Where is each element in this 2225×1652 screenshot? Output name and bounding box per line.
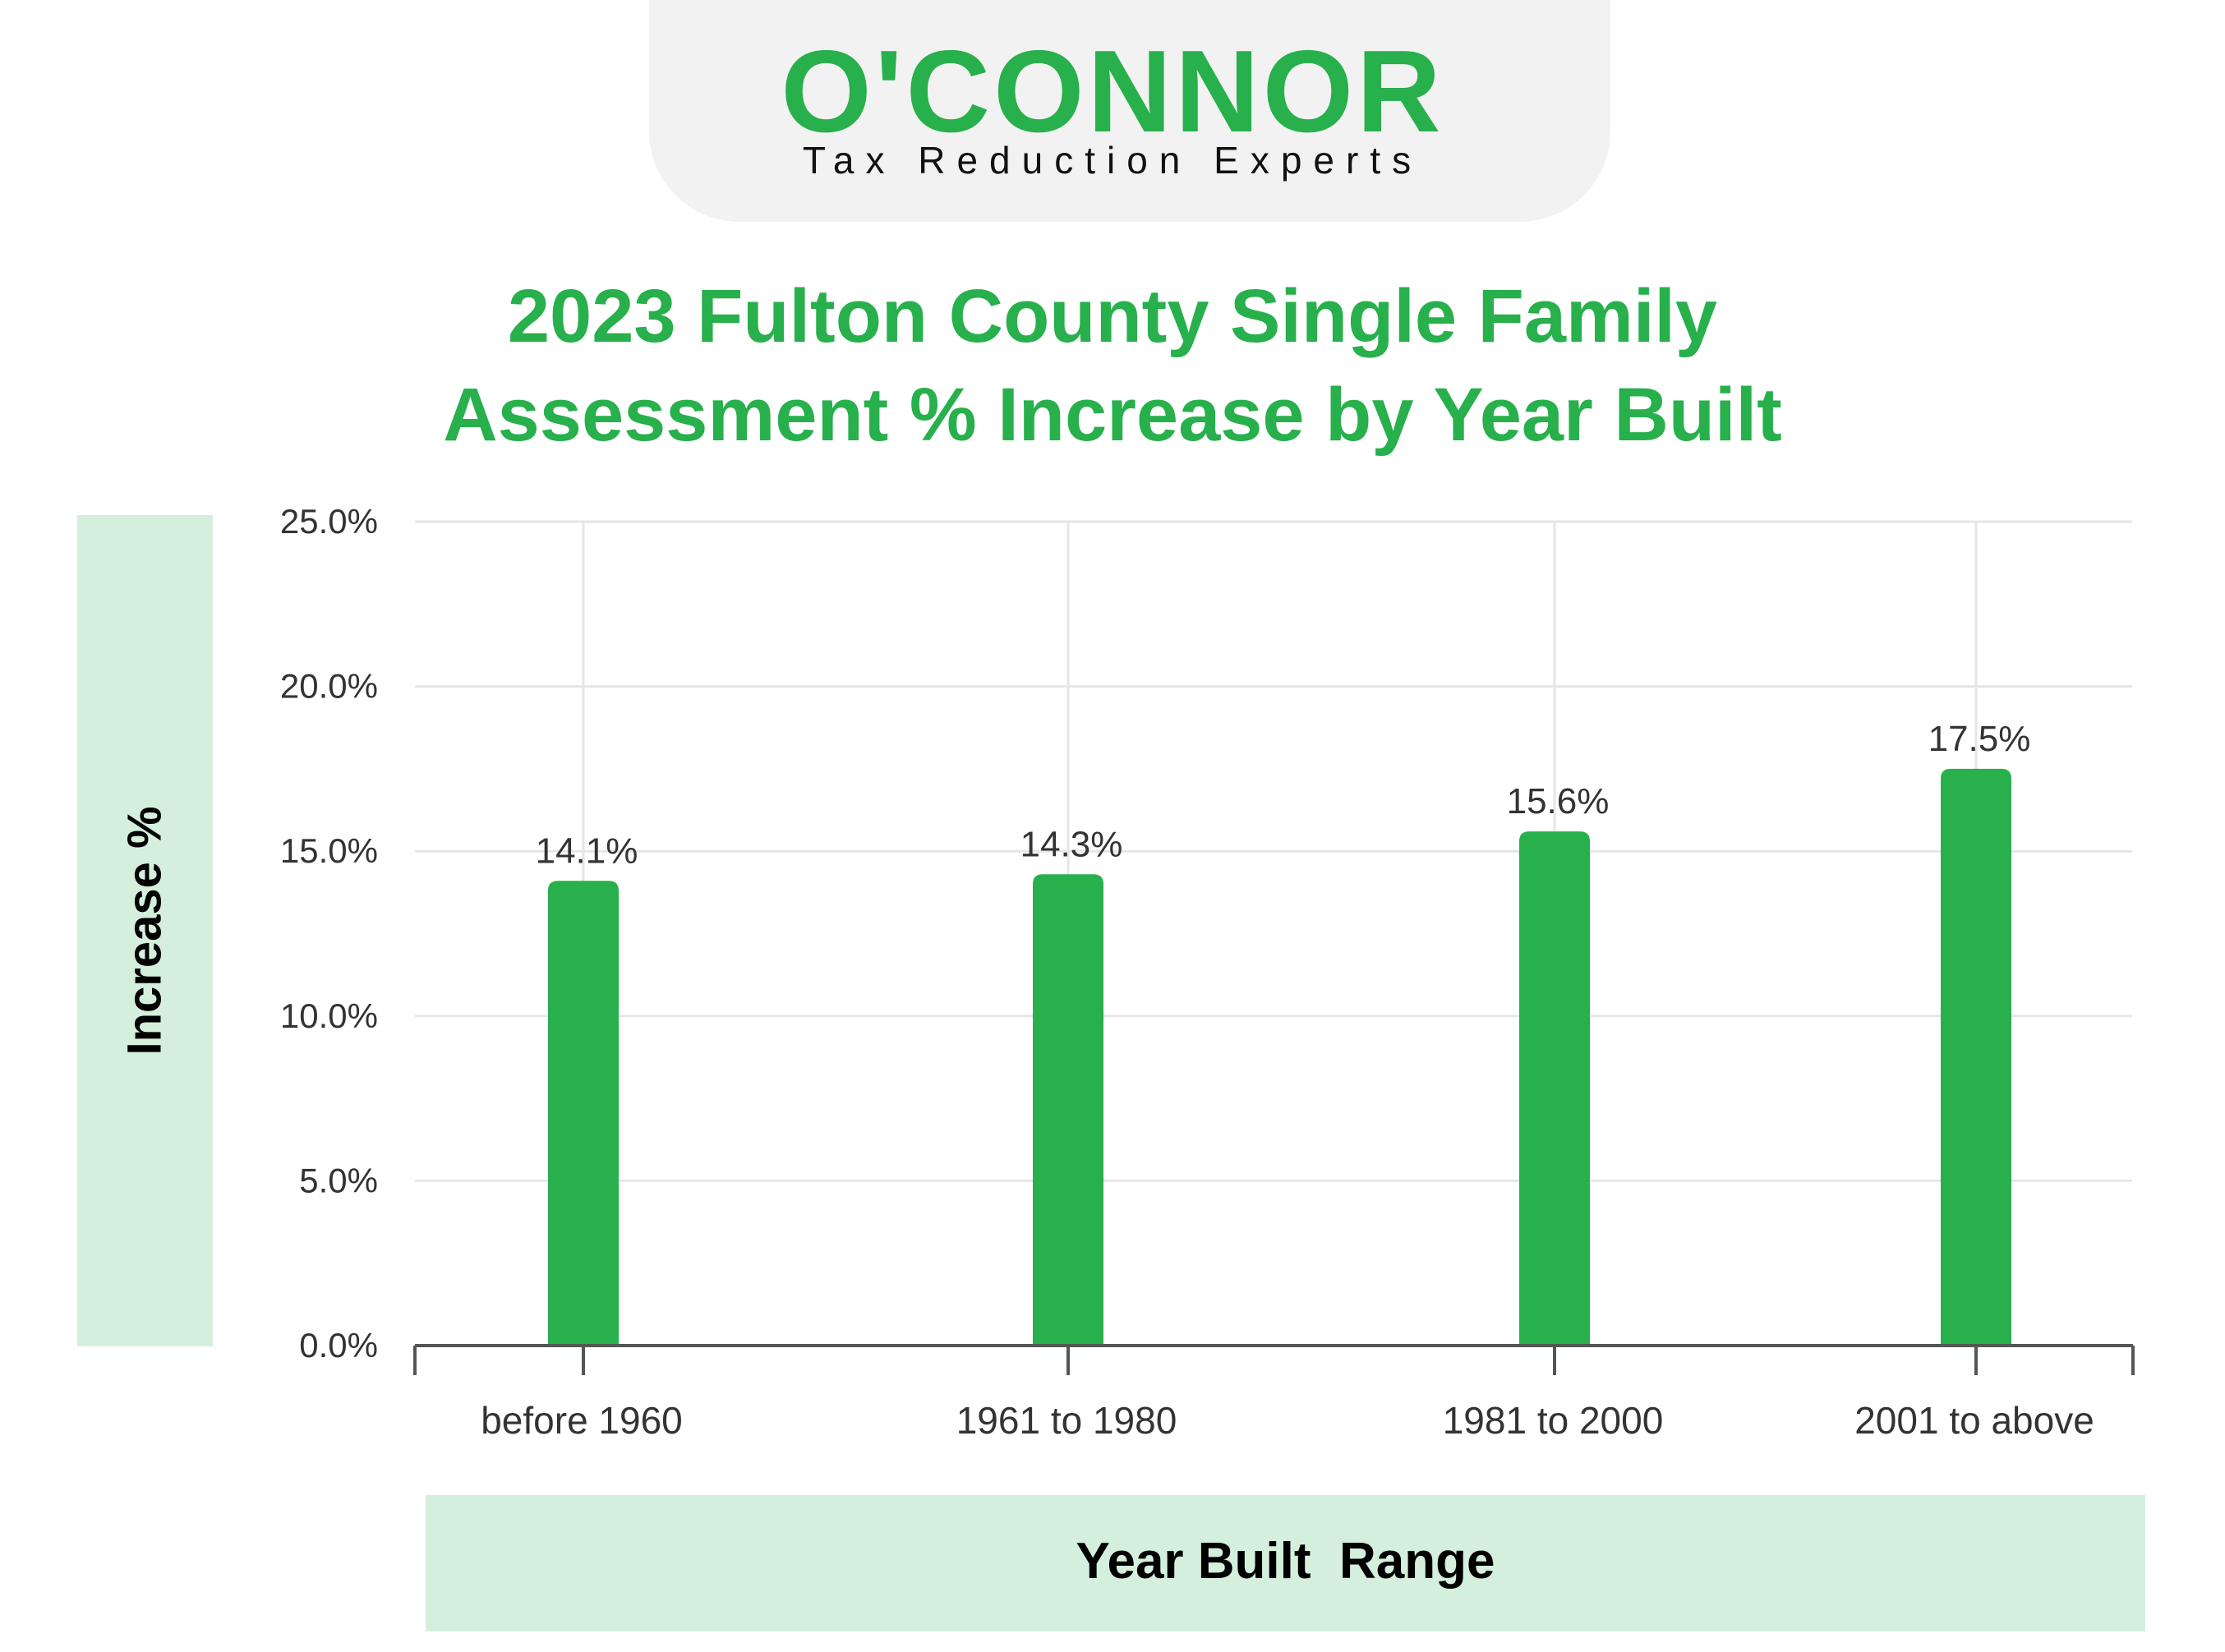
logo-background	[649, 0, 1610, 222]
x-axis-label-band	[426, 1495, 2145, 1631]
x-tick-label: 1961 to 1980	[956, 1399, 1177, 1442]
x-tick-label: 1981 to 2000	[1443, 1399, 1664, 1442]
y-axis-label-band	[77, 515, 213, 1346]
y-tick-label: 0.0%	[299, 1326, 378, 1364]
brand-tagline: Tax Reduction Experts	[802, 139, 1423, 182]
bar	[1941, 768, 2011, 1346]
bar	[548, 881, 619, 1346]
bar-value-label: 15.6%	[1507, 781, 1610, 821]
bar-value-label: 17.5%	[1928, 719, 2031, 759]
bar-value-label: 14.3%	[1020, 824, 1123, 864]
y-tick-label: 15.0%	[280, 831, 378, 870]
bar	[1033, 874, 1103, 1346]
y-tick-label: 20.0%	[280, 667, 378, 706]
x-axis-label: Year Built Range	[1076, 1533, 1495, 1590]
y-tick-label: 5.0%	[299, 1161, 378, 1199]
bar-value-label: 14.1%	[536, 831, 638, 871]
y-tick-label: 25.0%	[280, 502, 378, 541]
chart-title: 2023 Fulton County Single Family Assessm…	[0, 267, 2225, 464]
x-tick-label: before 1960	[481, 1399, 683, 1442]
brand-logo: O'CONNOR	[781, 26, 1444, 157]
bar	[1519, 831, 1590, 1346]
chart-title-line-1: 2023 Fulton County Single Family	[507, 274, 1718, 358]
chart-title-line-2: Assessment % Increase by Year Built	[443, 373, 1782, 457]
x-tick-label: 2001 to above	[1854, 1399, 2094, 1442]
y-tick-label: 10.0%	[280, 996, 378, 1035]
